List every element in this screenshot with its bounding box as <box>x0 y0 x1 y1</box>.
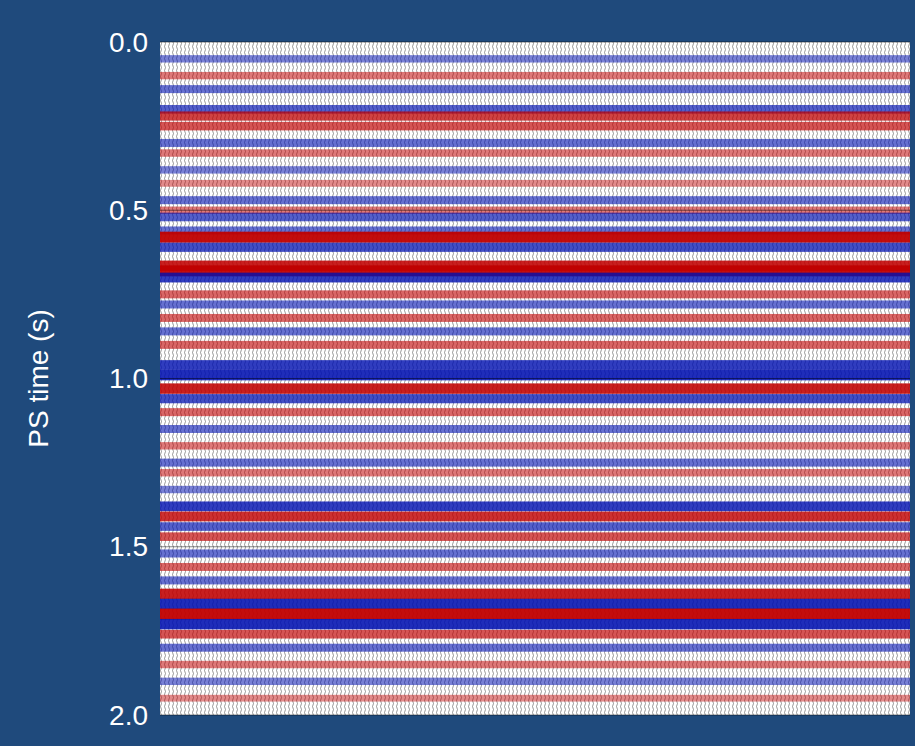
reflector <box>160 149 910 156</box>
reflector <box>160 166 910 173</box>
reflector <box>160 576 910 584</box>
tick-label: 0.0 <box>109 27 148 58</box>
reflector <box>160 644 910 652</box>
reflector <box>160 314 910 322</box>
reflector <box>160 408 910 416</box>
reflector <box>160 232 910 243</box>
reflector <box>160 661 910 668</box>
reflector <box>160 394 910 403</box>
grid-line <box>160 546 910 547</box>
reflector <box>160 563 910 571</box>
reflector <box>160 501 910 511</box>
plot-area <box>160 42 910 715</box>
reflector <box>160 609 910 620</box>
reflector <box>160 459 910 467</box>
reflector <box>160 522 910 531</box>
reflector <box>160 85 910 93</box>
reflector <box>160 549 910 557</box>
reflector <box>160 589 910 599</box>
reflector <box>160 72 910 79</box>
reflector <box>160 55 910 62</box>
reflector <box>160 678 910 685</box>
tick-label: 1.5 <box>109 531 148 562</box>
reflector <box>160 111 910 120</box>
reflector <box>160 599 910 609</box>
reflector <box>160 630 910 639</box>
events <box>160 55 910 701</box>
reflector <box>160 469 910 476</box>
reflector <box>160 486 910 493</box>
reflector <box>160 196 910 204</box>
reflector <box>160 213 910 222</box>
reflector <box>160 122 910 131</box>
reflector <box>160 341 910 349</box>
grid-line <box>160 210 910 211</box>
reflector <box>160 139 910 147</box>
reflector <box>160 290 910 298</box>
reflector <box>160 383 910 393</box>
reflector <box>160 532 910 541</box>
tick-label: 0.5 <box>109 195 148 226</box>
reflector <box>160 425 910 433</box>
reflector <box>160 512 910 522</box>
grid-line <box>160 378 910 379</box>
reflector <box>160 619 910 629</box>
reflector <box>160 442 910 449</box>
reflector <box>160 180 910 187</box>
reflector <box>160 273 910 283</box>
reflector <box>160 300 910 308</box>
tick-label: 1.0 <box>109 363 148 394</box>
reflector <box>160 360 910 370</box>
tick-label: 2.0 <box>109 700 148 731</box>
reflector <box>160 327 910 335</box>
axis-title: PS time (s) <box>23 309 54 447</box>
reflector <box>160 243 910 252</box>
grid-line <box>160 42 910 43</box>
chart: 0.0 0.5 1.0 1.5 2.0 PS time (s) <box>0 0 915 746</box>
reflector <box>160 370 910 380</box>
reflector <box>160 695 910 702</box>
grid-line <box>160 715 910 716</box>
